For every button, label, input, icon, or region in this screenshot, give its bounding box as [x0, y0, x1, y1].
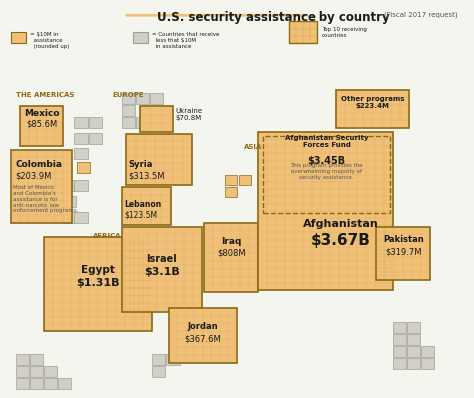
Text: Afghanistan: Afghanistan	[303, 219, 379, 228]
Bar	[121, 117, 135, 128]
Bar	[421, 358, 434, 369]
Bar	[392, 322, 406, 334]
Text: Afghanistan Security
Forces Fund: Afghanistan Security Forces Fund	[285, 135, 368, 148]
Text: Syria: Syria	[128, 160, 153, 170]
Bar	[20, 106, 63, 146]
Text: $3.1B: $3.1B	[144, 267, 180, 277]
Bar	[11, 32, 26, 43]
Bar	[16, 354, 29, 365]
Bar	[225, 175, 237, 185]
Bar	[121, 187, 171, 225]
Bar	[421, 346, 434, 357]
Bar	[407, 322, 420, 334]
Bar	[30, 366, 43, 377]
Bar	[74, 212, 88, 223]
Bar	[89, 117, 102, 128]
Bar	[376, 227, 430, 280]
Text: Top 10 receiving
countries: Top 10 receiving countries	[322, 27, 367, 38]
Bar	[336, 90, 409, 128]
Bar	[263, 136, 390, 213]
Bar	[407, 334, 420, 345]
Bar	[166, 354, 180, 365]
Bar	[30, 378, 43, 389]
Text: $3.67B: $3.67B	[311, 232, 371, 248]
Text: = $10M in
  assistance
  (rounded up): = $10M in assistance (rounded up)	[30, 32, 69, 49]
Text: $313.5M: $313.5M	[128, 171, 165, 180]
Bar	[16, 378, 29, 389]
Text: $367.6M: $367.6M	[185, 334, 221, 343]
Bar	[11, 150, 72, 223]
Text: Other programs
$223.4M: Other programs $223.4M	[341, 96, 404, 109]
Bar	[63, 196, 76, 207]
Bar	[16, 366, 29, 377]
Bar	[121, 227, 201, 312]
Text: Iraq: Iraq	[221, 238, 242, 246]
Bar	[239, 175, 251, 185]
Text: EUROPE: EUROPE	[112, 92, 144, 98]
Text: Ukraine
$70.8M: Ukraine $70.8M	[176, 107, 203, 121]
Text: THE AMERICAS: THE AMERICAS	[16, 92, 74, 98]
Bar	[58, 378, 71, 389]
Bar	[74, 180, 88, 191]
Bar	[133, 32, 148, 43]
Text: , by country: , by country	[310, 11, 390, 24]
Bar	[77, 162, 90, 173]
Bar	[44, 378, 57, 389]
Text: AFRICA: AFRICA	[93, 233, 122, 239]
Bar	[289, 21, 317, 43]
Bar	[63, 212, 76, 223]
Text: $319.7M: $319.7M	[385, 247, 421, 256]
Bar	[89, 133, 102, 144]
Text: Egypt: Egypt	[81, 265, 115, 275]
Bar	[44, 366, 57, 377]
Text: This program provides the
overwhelming majority of
security assistance.: This program provides the overwhelming m…	[290, 164, 363, 180]
Bar	[44, 236, 152, 332]
Text: ASIA: ASIA	[244, 144, 262, 150]
Bar	[407, 346, 420, 357]
Text: U.S. security assistance: U.S. security assistance	[157, 11, 317, 24]
Text: (Fiscal 2017 request): (Fiscal 2017 request)	[384, 11, 457, 18]
Bar	[392, 346, 406, 357]
Text: $808M: $808M	[217, 249, 246, 258]
Text: Jordan: Jordan	[188, 322, 219, 332]
Bar	[30, 354, 43, 365]
Bar	[204, 223, 258, 292]
Bar	[407, 358, 420, 369]
Bar	[140, 106, 173, 132]
Text: $123.5M: $123.5M	[124, 211, 157, 220]
Bar	[169, 308, 237, 363]
Bar	[258, 132, 392, 290]
Text: Lebanon: Lebanon	[124, 200, 161, 209]
Text: $203.9M: $203.9M	[16, 171, 52, 180]
Bar	[150, 93, 163, 104]
Bar	[136, 93, 149, 104]
Bar	[136, 117, 149, 128]
Text: Most of Mexico
and Colombia's
assistance is for
anti-narcotic law
enforcement pr: Most of Mexico and Colombia's assistance…	[13, 185, 79, 213]
Text: Colombia: Colombia	[16, 160, 63, 170]
Bar	[63, 180, 76, 191]
Bar	[152, 366, 165, 377]
Text: $1.31B: $1.31B	[76, 278, 120, 288]
Text: $3.45B: $3.45B	[308, 156, 346, 166]
Bar	[152, 354, 165, 365]
Bar	[126, 134, 192, 185]
Bar	[225, 187, 237, 197]
Bar	[392, 358, 406, 369]
Text: Mexico: Mexico	[24, 109, 59, 118]
Bar	[121, 93, 135, 104]
Text: $85.6M: $85.6M	[26, 120, 57, 129]
Bar	[121, 105, 135, 116]
Bar	[74, 117, 88, 128]
Bar	[74, 148, 88, 160]
Bar	[392, 334, 406, 345]
Bar	[74, 133, 88, 144]
Text: = Countries that receive
  less that $10M
  in assistance: = Countries that receive less that $10M …	[152, 32, 219, 49]
Text: Israel: Israel	[146, 254, 177, 264]
Text: Pakistan: Pakistan	[383, 236, 424, 244]
